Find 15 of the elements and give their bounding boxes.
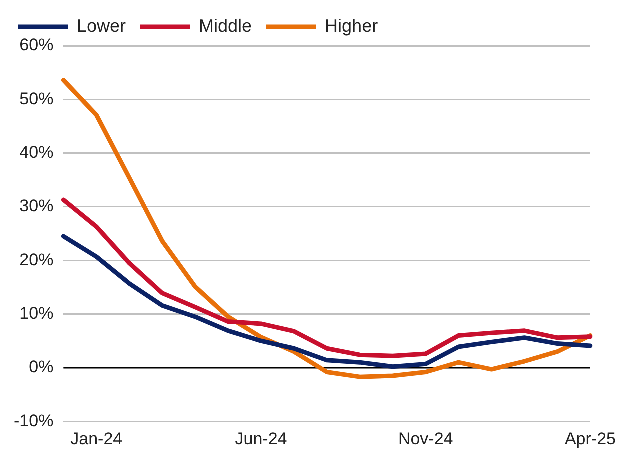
legend-label: Middle	[199, 16, 252, 36]
x-tick-label: Jan-24	[70, 429, 123, 448]
y-tick-label: 50%	[20, 89, 54, 108]
y-tick-label: 20%	[20, 250, 54, 270]
y-tick-label: -10%	[14, 411, 54, 430]
x-tick-label: Apr-25	[564, 429, 616, 448]
y-tick-label: 10%	[20, 304, 54, 323]
y-tick-label: 30%	[20, 196, 54, 216]
y-tick-label: 0%	[29, 358, 54, 377]
legend-label: Lower	[77, 16, 126, 36]
x-tick-label: Nov-24	[398, 429, 454, 448]
y-tick-label: 40%	[20, 143, 54, 162]
y-tick-label: 60%	[20, 36, 54, 55]
x-tick-label: Jun-24	[235, 429, 288, 448]
legend-label: Higher	[325, 16, 378, 36]
